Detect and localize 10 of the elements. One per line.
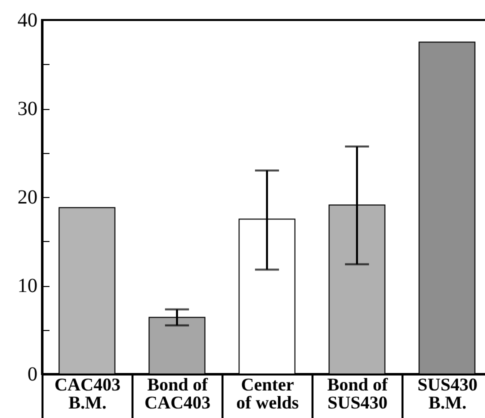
x-tick-label: Center of welds (236, 374, 299, 412)
y-tick-label: 10 (18, 275, 38, 297)
x-tick-label: Bond of CAC403 (144, 374, 210, 412)
x-tick-label: SUS430 B.M. (417, 374, 478, 412)
y-tick-label: 30 (18, 98, 38, 120)
y-tick-label: 40 (18, 10, 38, 32)
y-tick-label: 20 (18, 186, 38, 208)
x-tick-label: Bond of SUS430 (327, 374, 389, 412)
x-tick-label: CAC403 B.M. (54, 374, 120, 412)
y-tick-label: 0 (28, 364, 38, 386)
